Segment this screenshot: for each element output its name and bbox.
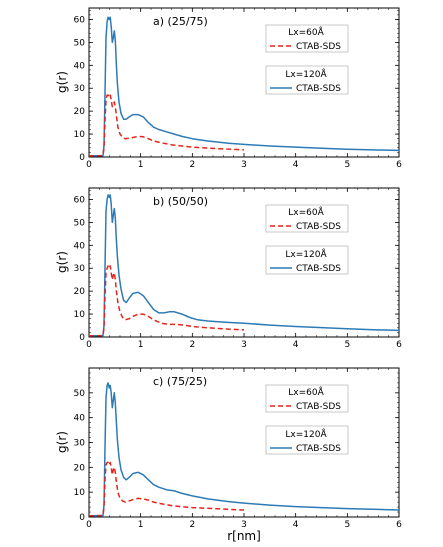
x-tick-label: 5 bbox=[344, 160, 350, 170]
x-tick-label: 2 bbox=[189, 520, 195, 530]
legend-label-120: CTAB-SDS bbox=[296, 84, 341, 94]
legend: Lx=60Å CTAB-SDS Lx=120Å CTAB-SDS bbox=[265, 204, 349, 275]
x-ticks: 0 1 2 3 4 5 6 bbox=[86, 8, 402, 170]
legend-box-60 bbox=[265, 204, 349, 233]
series-line-lx60 bbox=[89, 461, 245, 517]
y-tick-label: 40 bbox=[74, 414, 86, 424]
legend: Lx=60Å CTAB-SDS Lx=120Å CTAB-SDS bbox=[265, 384, 349, 455]
x-tick-label: 5 bbox=[344, 340, 350, 350]
x-tick-label: 6 bbox=[396, 340, 402, 350]
y-tick-label: 30 bbox=[74, 439, 86, 449]
series-lines bbox=[89, 382, 399, 517]
x-tick-label: 1 bbox=[138, 160, 144, 170]
y-tick-label: 10 bbox=[74, 488, 86, 498]
x-tick-label: 2 bbox=[189, 160, 195, 170]
series-line-lx120 bbox=[89, 382, 399, 517]
chart-panel: 0 10 20 30 40 50 60 0 1 2 3 4 5 6 b) (50/50) g(r) Lx… bbox=[55, 187, 402, 350]
panel-title: c) (75/25) bbox=[153, 375, 207, 388]
legend-header-60: Lx=60Å bbox=[288, 206, 324, 218]
y-axis-label: g(r) bbox=[55, 431, 69, 453]
x-tick-label: 4 bbox=[293, 340, 299, 350]
x-tick-label: 6 bbox=[396, 520, 402, 530]
x-tick-label: 0 bbox=[86, 340, 92, 350]
y-tick-label: 20 bbox=[74, 107, 86, 117]
y-tick-label: 10 bbox=[74, 130, 86, 140]
y-ticks: 0 10 20 30 40 50 bbox=[74, 372, 399, 523]
panel-title: b) (50/50) bbox=[153, 195, 208, 208]
legend-box-60 bbox=[265, 384, 349, 413]
series-line-lx60 bbox=[89, 94, 245, 157]
legend-header-60: Lx=60Å bbox=[288, 386, 324, 398]
chart-panel: 0 10 20 30 40 50 60 0 1 2 3 4 5 6 a) (25/75) g(r) Lx… bbox=[55, 7, 402, 170]
series-lines bbox=[89, 16, 399, 157]
chart-panel: 0 10 20 30 40 50 0 1 2 3 4 5 6 c) (75/25) g(r) r[nm… bbox=[55, 367, 402, 543]
y-tick-label: 20 bbox=[74, 287, 86, 297]
plot-frame bbox=[88, 367, 400, 518]
x-tick-label: 0 bbox=[86, 520, 92, 530]
x-tick-label: 3 bbox=[241, 520, 247, 530]
x-ticks: 0 1 2 3 4 5 6 bbox=[86, 368, 402, 530]
x-axis-label: r[nm] bbox=[227, 529, 261, 543]
y-tick-label: 0 bbox=[79, 513, 85, 523]
y-axis-label: g(r) bbox=[55, 71, 69, 93]
y-tick-label: 0 bbox=[79, 333, 85, 343]
legend-label-120: CTAB-SDS bbox=[296, 264, 341, 274]
x-tick-label: 1 bbox=[138, 340, 144, 350]
panel-title: a) (25/75) bbox=[153, 15, 208, 28]
x-tick-label: 6 bbox=[396, 160, 402, 170]
legend-label-60: CTAB-SDS bbox=[296, 42, 341, 52]
legend-box-120 bbox=[265, 245, 349, 275]
series-lines bbox=[89, 194, 399, 337]
x-tick-label: 4 bbox=[293, 520, 299, 530]
x-tick-label: 3 bbox=[241, 340, 247, 350]
x-tick-label: 3 bbox=[241, 160, 247, 170]
plot-frame bbox=[88, 7, 400, 158]
legend-header-120: Lx=120Å bbox=[285, 428, 327, 440]
legend-box-120 bbox=[265, 65, 349, 95]
y-tick-label: 30 bbox=[74, 84, 86, 94]
legend: Lx=60Å CTAB-SDS Lx=120Å CTAB-SDS bbox=[265, 24, 349, 95]
legend-header-60: Lx=60Å bbox=[288, 26, 324, 38]
y-tick-label: 60 bbox=[74, 15, 86, 25]
y-ticks: 0 10 20 30 40 50 60 bbox=[74, 190, 399, 343]
y-tick-label: 40 bbox=[74, 241, 86, 251]
series-line-lx120 bbox=[89, 194, 399, 337]
x-tick-label: 1 bbox=[138, 520, 144, 530]
series-line-lx60 bbox=[89, 265, 245, 337]
y-tick-label: 40 bbox=[74, 61, 86, 71]
y-tick-label: 50 bbox=[74, 389, 86, 399]
legend-label-60: CTAB-SDS bbox=[296, 402, 341, 412]
y-tick-label: 60 bbox=[74, 195, 86, 205]
y-ticks: 0 10 20 30 40 50 60 bbox=[74, 10, 399, 163]
y-tick-label: 20 bbox=[74, 463, 86, 473]
legend-label-60: CTAB-SDS bbox=[296, 222, 341, 232]
y-tick-label: 0 bbox=[79, 153, 85, 163]
y-tick-label: 50 bbox=[74, 218, 86, 228]
x-tick-label: 5 bbox=[344, 520, 350, 530]
legend-label-120: CTAB-SDS bbox=[296, 444, 341, 454]
y-axis-label: g(r) bbox=[55, 251, 69, 273]
legend-box-60 bbox=[265, 24, 349, 53]
legend-header-120: Lx=120Å bbox=[285, 248, 327, 260]
legend-box-120 bbox=[265, 425, 349, 455]
y-tick-label: 30 bbox=[74, 264, 86, 274]
y-tick-label: 10 bbox=[74, 310, 86, 320]
series-line-lx120 bbox=[89, 16, 399, 157]
y-tick-label: 50 bbox=[74, 38, 86, 48]
x-tick-label: 0 bbox=[86, 160, 92, 170]
legend-header-120: Lx=120Å bbox=[285, 68, 327, 80]
x-ticks: 0 1 2 3 4 5 6 bbox=[86, 188, 402, 350]
x-tick-label: 4 bbox=[293, 160, 299, 170]
x-tick-label: 2 bbox=[189, 340, 195, 350]
